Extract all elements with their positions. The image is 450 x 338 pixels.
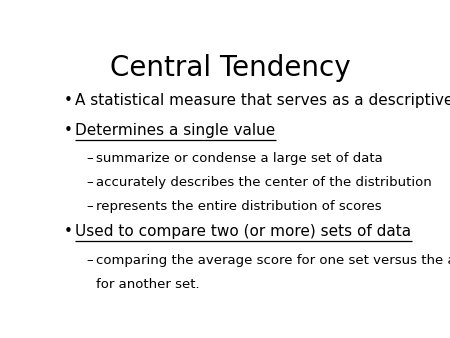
Text: Used to compare two (or more) sets of data: Used to compare two (or more) sets of da…	[76, 224, 412, 239]
Text: –: –	[86, 254, 93, 267]
Text: –: –	[86, 176, 93, 189]
Text: summarize or condense a large set of data: summarize or condense a large set of dat…	[96, 152, 383, 166]
Text: for another set.: for another set.	[96, 278, 200, 291]
Text: Determines a single value: Determines a single value	[76, 123, 276, 138]
Text: •: •	[64, 123, 73, 138]
Text: accurately describes the center of the distribution: accurately describes the center of the d…	[96, 176, 432, 189]
Text: –: –	[86, 200, 93, 213]
Text: Central Tendency: Central Tendency	[110, 54, 351, 81]
Text: –: –	[86, 152, 93, 166]
Text: •: •	[64, 93, 73, 107]
Text: •: •	[64, 224, 73, 239]
Text: comparing the average score for one set versus the average score: comparing the average score for one set …	[96, 254, 450, 267]
Text: represents the entire distribution of scores: represents the entire distribution of sc…	[96, 200, 382, 213]
Text: A statistical measure that serves as a descriptive statistic: A statistical measure that serves as a d…	[76, 93, 450, 107]
